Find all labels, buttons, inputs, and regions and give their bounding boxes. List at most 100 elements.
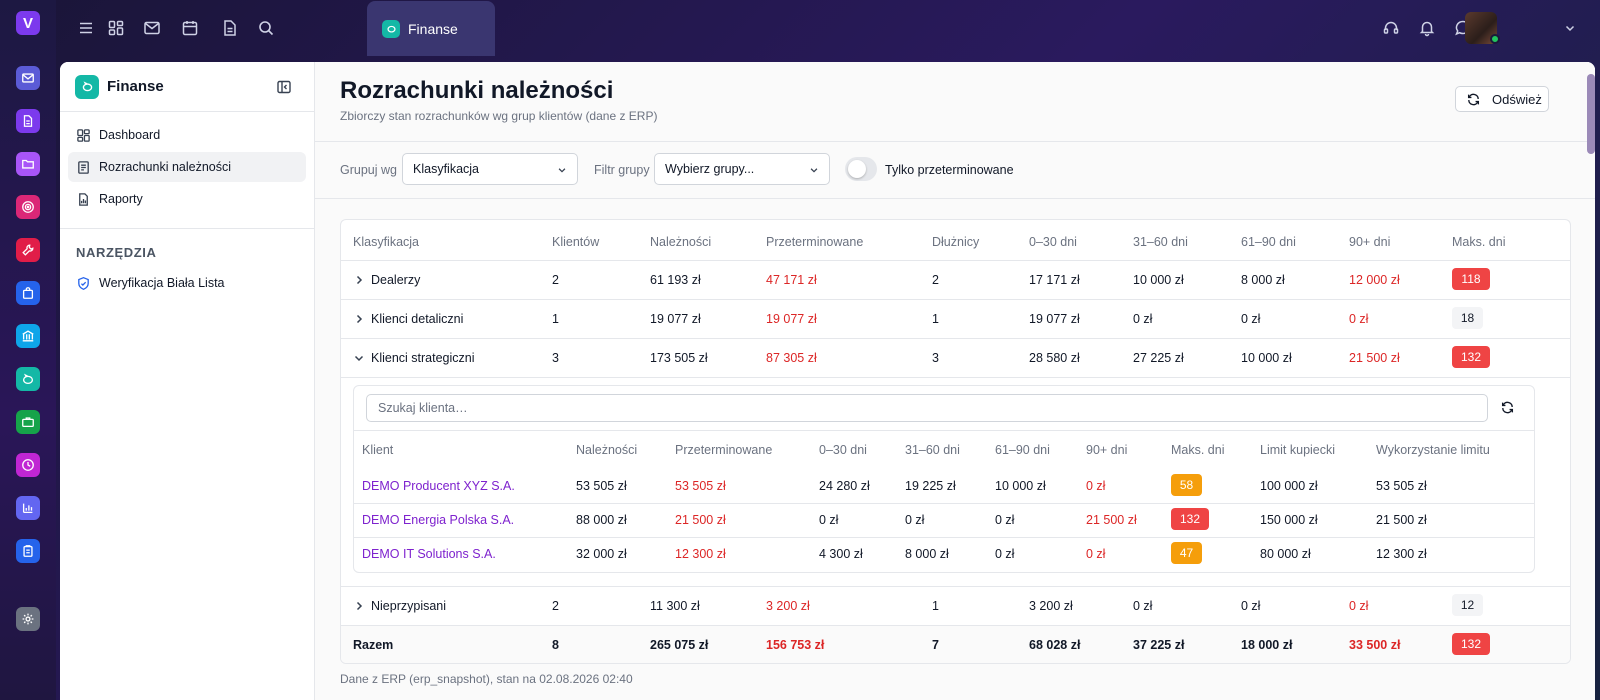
- cell-90-plus: 0 zł: [1086, 479, 1106, 493]
- group-filter-select[interactable]: Wybierz grupy...: [654, 153, 830, 185]
- cell-receivables: 32 000 zł: [576, 547, 627, 561]
- bank-icon[interactable]: [16, 324, 40, 348]
- cell-61-90: 0 zł: [995, 513, 1015, 527]
- row-divider: [341, 625, 1570, 626]
- client-search-placeholder: Szukaj klienta…: [378, 401, 468, 415]
- cell-31-60: 0 zł: [1133, 312, 1153, 326]
- headset-icon[interactable]: [1379, 16, 1403, 40]
- piggy-bank-icon: [75, 74, 99, 99]
- sidebar-item-label: Raporty: [99, 192, 143, 206]
- total-debtors: 7: [932, 638, 939, 652]
- receipt-icon: [76, 160, 91, 175]
- shopping-bag-icon[interactable]: [16, 281, 40, 305]
- clock-icon[interactable]: [16, 453, 40, 477]
- clipboard-icon[interactable]: [16, 539, 40, 563]
- collapse-sidebar-icon[interactable]: [276, 79, 292, 95]
- cell-90-plus: 0 zł: [1086, 547, 1106, 561]
- sidebar-item-label: Dashboard: [99, 128, 161, 142]
- refresh-icon: [1466, 92, 1481, 107]
- overdue-only-toggle[interactable]: [845, 157, 877, 181]
- cell-31-60: 27 225 zł: [1133, 351, 1184, 365]
- app-rail: V: [0, 0, 56, 700]
- bell-icon[interactable]: [1415, 16, 1439, 40]
- max-days-badge: 47: [1171, 542, 1202, 564]
- cell-31-60: 10 000 zł: [1133, 273, 1184, 287]
- sidebar-item-whitelist[interactable]: Weryfikacja Biała Lista: [68, 268, 306, 298]
- cell-90-plus: 21 500 zł: [1349, 351, 1400, 365]
- sub-col-header: Należności: [576, 443, 638, 457]
- calendar-icon[interactable]: [178, 16, 202, 40]
- col-header: Przeterminowane: [766, 235, 864, 249]
- report-icon: [76, 192, 91, 207]
- cell-limit: 100 000 zł: [1260, 479, 1318, 493]
- cell-limit: 80 000 zł: [1260, 547, 1311, 561]
- chevron-down-icon[interactable]: [353, 352, 365, 364]
- cell-receivables: 11 300 zł: [650, 599, 700, 613]
- sidebar-item-receivables[interactable]: Rozrachunki należności: [68, 152, 306, 182]
- chevron-down-icon: [809, 165, 819, 175]
- group-filter-placeholder: Wybierz grupy...: [665, 162, 755, 176]
- sub-col-header: 31–60 dni: [905, 443, 960, 457]
- scrollbar[interactable]: [1587, 74, 1595, 154]
- sidebar-title: Finanse: [107, 78, 164, 95]
- app-logo[interactable]: V: [16, 11, 40, 35]
- max-days-badge: 58: [1171, 474, 1202, 496]
- row-divider: [341, 260, 1570, 261]
- sidebar-item-dashboard[interactable]: Dashboard: [68, 120, 306, 150]
- group-name: Klienci strategiczni: [371, 351, 475, 365]
- target-icon[interactable]: [16, 195, 40, 219]
- client-search-input[interactable]: Szukaj klienta…: [366, 394, 1488, 422]
- page-title: Rozrachunki należności: [340, 77, 614, 104]
- sidebar-item-reports[interactable]: Raporty: [68, 184, 306, 214]
- chevron-down-icon[interactable]: [1558, 16, 1582, 40]
- cell-debtors: 1: [932, 312, 939, 326]
- cell-31-60: 8 000 zł: [905, 547, 949, 561]
- col-header: Maks. dni: [1452, 235, 1506, 249]
- cell-61-90: 8 000 zł: [1241, 273, 1285, 287]
- document-icon[interactable]: [16, 109, 40, 133]
- group-name: Klienci detaliczni: [371, 312, 464, 326]
- search-icon[interactable]: [254, 16, 278, 40]
- tab-finanse[interactable]: Finanse: [367, 1, 495, 56]
- piggy-bank-icon[interactable]: [16, 367, 40, 391]
- page-subtitle: Zbiorczy stan rozrachunków wg grup klien…: [340, 109, 658, 123]
- menu-icon[interactable]: [74, 16, 98, 40]
- refresh-button[interactable]: Odśwież: [1455, 86, 1549, 112]
- group-by-select[interactable]: Klasyfikacja: [402, 153, 578, 185]
- filters-bar: Grupuj wg Klasyfikacja Filtr grupy Wybie…: [315, 142, 1595, 199]
- total-row: Razem 8 265 075 zł 156 753 zł 7 68 028 z…: [341, 626, 1570, 663]
- cell-0-30: 17 171 zł: [1029, 273, 1080, 287]
- cell-limit: 150 000 zł: [1260, 513, 1318, 527]
- cell-overdue: 3 200 zł: [766, 599, 810, 613]
- mail-icon[interactable]: [16, 66, 40, 90]
- refresh-icon[interactable]: [1500, 400, 1515, 415]
- apps-grid-icon[interactable]: [104, 16, 128, 40]
- cell-limit-usage: 21 500 zł: [1376, 513, 1427, 527]
- col-header: Należności: [650, 235, 712, 249]
- chevron-right-icon[interactable]: [353, 600, 365, 612]
- cell-receivables: 88 000 zł: [576, 513, 627, 527]
- bar-chart-icon[interactable]: [16, 496, 40, 520]
- folder-icon[interactable]: [16, 152, 40, 176]
- chevron-right-icon[interactable]: [353, 313, 365, 325]
- client-link[interactable]: DEMO Producent XYZ S.A.: [362, 479, 515, 493]
- online-status-dot: [1490, 34, 1500, 44]
- wrench-icon[interactable]: [16, 238, 40, 262]
- cell-0-30: 3 200 zł: [1029, 599, 1073, 613]
- cell-overdue: 21 500 zł: [675, 513, 726, 527]
- sub-col-header: 0–30 dni: [819, 443, 867, 457]
- sub-col-header: Limit kupiecki: [1260, 443, 1336, 457]
- col-header: 31–60 dni: [1133, 235, 1188, 249]
- max-days-badge: 132: [1452, 633, 1490, 655]
- document-icon-top[interactable]: [218, 16, 242, 40]
- client-link[interactable]: DEMO IT Solutions S.A.: [362, 547, 496, 561]
- sub-col-header: Przeterminowane: [675, 443, 773, 457]
- total-61-90: 18 000 zł: [1241, 638, 1293, 652]
- mail-icon-top[interactable]: [140, 16, 164, 40]
- gear-icon[interactable]: [16, 607, 40, 631]
- cell-61-90: 0 zł: [1241, 312, 1261, 326]
- chevron-right-icon[interactable]: [353, 274, 365, 286]
- briefcase-icon[interactable]: [16, 410, 40, 434]
- client-link[interactable]: DEMO Energia Polska S.A.: [362, 513, 515, 527]
- top-bar: Finanse: [56, 0, 1600, 56]
